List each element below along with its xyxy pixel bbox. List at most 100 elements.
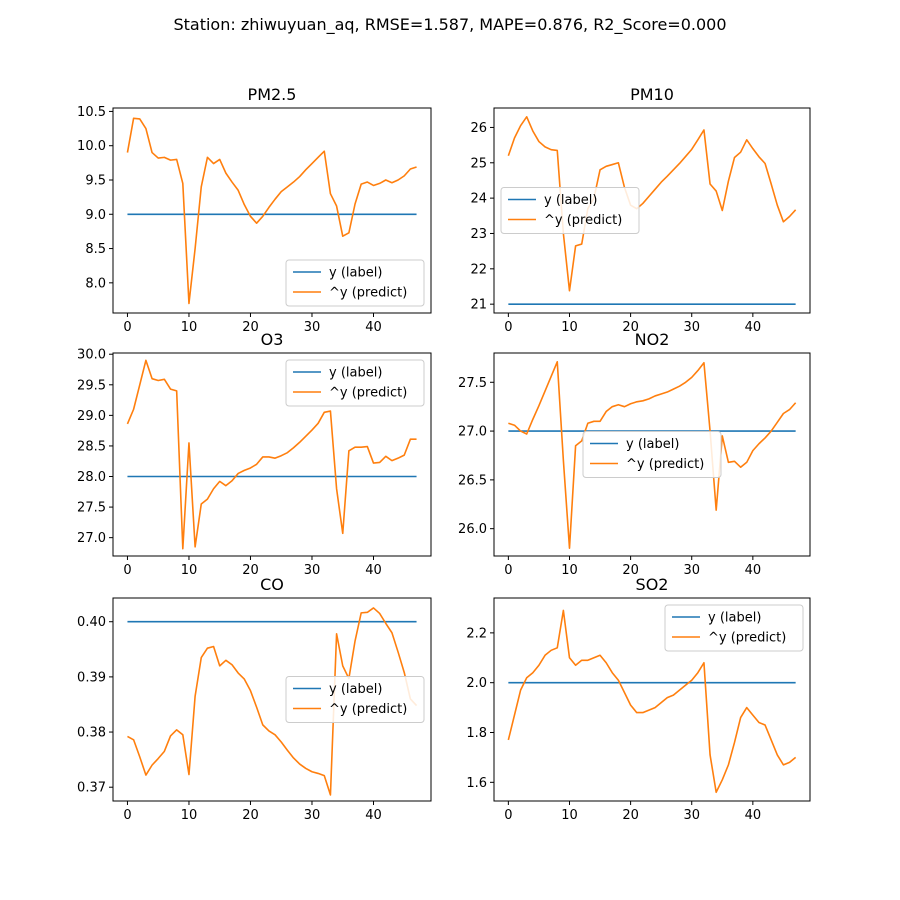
y-tick-label: 27.5 (458, 376, 487, 391)
plot-frame (493, 352, 811, 557)
legend: y (label) ^y (predict) (285, 259, 425, 307)
x-tick-label: 0 (123, 563, 131, 578)
x-tick-label: 30 (683, 808, 700, 823)
predict-series-line (508, 360, 797, 549)
x-tick-label: 40 (745, 320, 762, 335)
x-tick-label: 40 (365, 563, 382, 578)
predict-series-line (507, 116, 797, 292)
legend-label: ^y (predict) (544, 213, 622, 228)
x-tick-label: 20 (622, 808, 639, 823)
x-tick-label: 10 (181, 320, 198, 335)
x-tick-label: 20 (242, 320, 259, 335)
y-tick-label: 29.5 (77, 378, 106, 393)
x-tick-label: 0 (123, 320, 131, 335)
x-tick-label: 20 (242, 563, 259, 578)
y-tick-label: 26 (470, 121, 487, 136)
x-tick-label: 30 (304, 808, 321, 823)
y-tick-label: 27.5 (77, 501, 106, 516)
subplot-no2: NO2 0 10 20 30 40 26.0 26.5 27.0 27.5 y (label) ^y … (458, 330, 811, 578)
subplot-title: PM10 (630, 85, 674, 104)
legend-label: y (label) (708, 611, 761, 626)
legend-label: ^y (predict) (329, 702, 407, 717)
legend-label: ^y (predict) (329, 386, 407, 401)
x-tick-label: 0 (504, 563, 512, 578)
legend-label: y (label) (329, 682, 382, 697)
x-tick-label: 0 (123, 808, 131, 823)
subplot-co: CO 0 10 20 30 40 0.37 0.38 0.39 0.40 y (label) ^y (… (77, 575, 432, 823)
x-tick-label: 20 (622, 563, 639, 578)
x-tick-label: 0 (504, 808, 512, 823)
y-tick-label: 26.0 (458, 522, 487, 537)
legend-label: y (label) (626, 437, 679, 452)
x-tick-label: 40 (365, 808, 382, 823)
subplot-pm10: PM10 0 10 20 30 40 21 22 23 24 25 26 y (label) ^y (pr… (470, 85, 811, 335)
y-tick-label: 1.8 (466, 726, 487, 741)
x-tick-label: 30 (683, 320, 700, 335)
y-tick-label: 27.0 (77, 531, 106, 546)
y-tick-label: 25 (470, 156, 487, 171)
subplot-title: PM2.5 (248, 85, 297, 104)
y-tick-label: 26.5 (458, 473, 487, 488)
x-tick-label: 40 (365, 320, 382, 335)
x-tick-label: 40 (745, 808, 762, 823)
y-tick-label: 30.0 (77, 348, 106, 363)
x-tick-label: 10 (181, 563, 198, 578)
predict-series-line (127, 607, 418, 796)
predict-series-line (126, 117, 417, 305)
plot-frame (493, 107, 811, 314)
y-tick-label: 9.0 (85, 208, 106, 223)
y-tick-label: 0.40 (77, 615, 106, 630)
figure-title: Station: zhiwuyuan_aq, RMSE=1.587, MAPE=… (173, 15, 726, 35)
y-tick-label: 0.38 (77, 726, 106, 741)
x-tick-label: 20 (622, 320, 639, 335)
legend: y (label) ^y (predict) (285, 676, 425, 723)
y-tick-label: 28.0 (77, 470, 106, 485)
y-tick-label: 24 (470, 192, 487, 207)
legend-label: ^y (predict) (708, 631, 786, 646)
plot-frame (112, 107, 432, 314)
y-tick-label: 21 (470, 298, 487, 313)
y-tick-label: 23 (470, 227, 487, 242)
y-tick-label: 29.0 (77, 409, 106, 424)
y-tick-label: 0.37 (77, 781, 106, 796)
predict-series-line (507, 609, 797, 794)
legend-label: y (label) (329, 266, 382, 281)
y-tick-label: 10.0 (77, 139, 106, 154)
plot-frame (112, 597, 432, 802)
x-tick-label: 30 (683, 563, 700, 578)
x-tick-label: 40 (745, 563, 762, 578)
legend-label: ^y (predict) (329, 286, 407, 301)
x-tick-label: 20 (242, 808, 259, 823)
subplot-title: O3 (261, 330, 284, 349)
legend: y (label) ^y (predict) (664, 604, 804, 652)
x-tick-label: 10 (181, 808, 198, 823)
y-tick-label: 28.5 (77, 439, 106, 454)
plot-frame (112, 352, 432, 557)
y-tick-label: 9.5 (85, 173, 106, 188)
y-tick-label: 2.0 (466, 676, 487, 691)
legend: y (label) ^y (predict) (285, 359, 425, 407)
legend: y (label) ^y (predict) (500, 187, 640, 234)
legend-label: y (label) (544, 193, 597, 208)
legend-label: ^y (predict) (626, 457, 704, 472)
x-tick-label: 10 (561, 808, 578, 823)
y-tick-label: 2.2 (466, 626, 487, 641)
subplot-title: SO2 (636, 575, 669, 594)
y-tick-label: 0.39 (77, 670, 106, 685)
y-tick-label: 8.0 (85, 276, 106, 291)
x-tick-label: 0 (504, 320, 512, 335)
x-tick-label: 10 (561, 563, 578, 578)
subplot-o3: O3 0 10 20 30 40 27.0 27.5 28.0 28.5 29.0 29.5 30.0 y… (77, 330, 432, 578)
y-tick-label: 10.5 (77, 105, 106, 120)
y-tick-label: 27.0 (458, 425, 487, 440)
subplot-title: NO2 (635, 330, 670, 349)
y-tick-label: 1.6 (466, 776, 487, 791)
subplot-so2: SO2 0 10 20 30 40 1.6 1.8 2.0 2.2 y (label) ^y (pre… (466, 575, 811, 823)
predict-series-line (126, 359, 417, 550)
y-tick-label: 8.5 (85, 242, 106, 257)
y-tick-label: 22 (470, 262, 487, 277)
subplot-pm25: PM2.5 0 10 20 30 40 8.0 8.5 9.0 9.5 10.0 10.5 y (lab… (77, 85, 432, 335)
subplot-title: CO (260, 575, 284, 594)
x-tick-label: 10 (561, 320, 578, 335)
